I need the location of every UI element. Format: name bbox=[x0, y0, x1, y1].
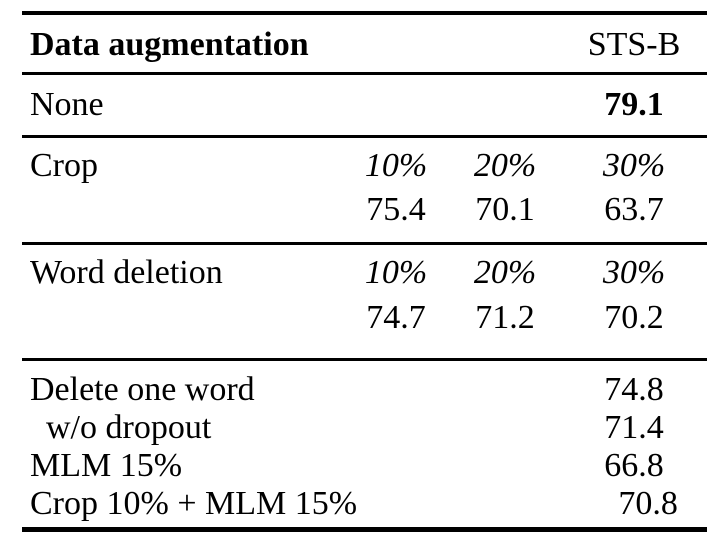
crop-value-20: 70.1 bbox=[475, 191, 535, 228]
row-value: 66.8 bbox=[604, 447, 664, 484]
word-deletion-percent-row: Word deletion 10% 20% 30% bbox=[22, 250, 707, 295]
mid-rule-1 bbox=[22, 72, 707, 75]
word-deletion-percent-20: 20% bbox=[473, 253, 537, 291]
row-label: w/o dropout bbox=[46, 409, 212, 446]
crop-label: Crop bbox=[30, 147, 98, 184]
crop-percent-30: 30% bbox=[602, 147, 666, 184]
baseline-label: None bbox=[30, 86, 104, 123]
word-deletion-value-20: 71.2 bbox=[475, 298, 535, 336]
table-row-crop-mlm: Crop 10% + MLM 15% 70.8 bbox=[22, 485, 707, 523]
row-value: 74.8 bbox=[604, 371, 664, 408]
crop-section: Crop 10% 20% 30% 75.4 70.1 63.7 bbox=[22, 138, 707, 242]
baseline-value: 79.1 bbox=[604, 86, 664, 123]
table-header-section: Data augmentation STS-B bbox=[22, 15, 707, 72]
row-value: 71.4 bbox=[604, 409, 664, 446]
word-deletion-value-row: 74.7 71.2 70.2 bbox=[22, 295, 707, 340]
row-value: 70.8 bbox=[618, 485, 678, 522]
mid-rule-3 bbox=[22, 242, 707, 245]
crop-percent-20: 20% bbox=[473, 147, 537, 184]
mid-rule-2 bbox=[22, 135, 707, 138]
word-deletion-section: Word deletion 10% 20% 30% 74.7 71.2 70.2 bbox=[22, 245, 707, 358]
mid-rule-4 bbox=[22, 358, 707, 361]
row-label: MLM 15% bbox=[30, 447, 183, 484]
word-deletion-value-10: 74.7 bbox=[366, 298, 426, 336]
crop-value-10: 75.4 bbox=[366, 191, 426, 228]
baseline-section: None 79.1 bbox=[22, 75, 707, 135]
crop-percent-10: 10% bbox=[364, 147, 428, 184]
data-augmentation-table: Data augmentation STS-B None 79.1 Crop 1… bbox=[22, 11, 707, 532]
crop-percent-row: Crop 10% 20% 30% bbox=[22, 144, 707, 188]
bottom-rule bbox=[22, 527, 707, 532]
header-label: Data augmentation bbox=[30, 26, 309, 63]
word-deletion-percent-10: 10% bbox=[364, 253, 428, 291]
row-label: Delete one word bbox=[30, 371, 255, 408]
header-metric: STS-B bbox=[587, 26, 681, 63]
table-row-mlm-15: MLM 15% 66.8 bbox=[22, 447, 707, 485]
row-label: Crop 10% + MLM 15% bbox=[30, 485, 358, 522]
crop-value-row: 75.4 70.1 63.7 bbox=[22, 188, 707, 232]
word-deletion-value-30: 70.2 bbox=[604, 298, 664, 336]
table-row-delete-one-word: Delete one word 74.8 bbox=[22, 371, 707, 409]
table-header-row: Data augmentation STS-B bbox=[22, 15, 707, 72]
word-deletion-percent-30: 30% bbox=[602, 253, 666, 291]
word-deletion-label: Word deletion bbox=[30, 253, 223, 291]
table-row-wo-dropout: w/o dropout 71.4 bbox=[22, 409, 707, 447]
extra-methods-section: Delete one word 74.8 w/o dropout 71.4 ML… bbox=[22, 361, 707, 527]
crop-value-30: 63.7 bbox=[604, 191, 664, 228]
baseline-row: None 79.1 bbox=[22, 75, 707, 135]
top-rule bbox=[22, 11, 707, 15]
